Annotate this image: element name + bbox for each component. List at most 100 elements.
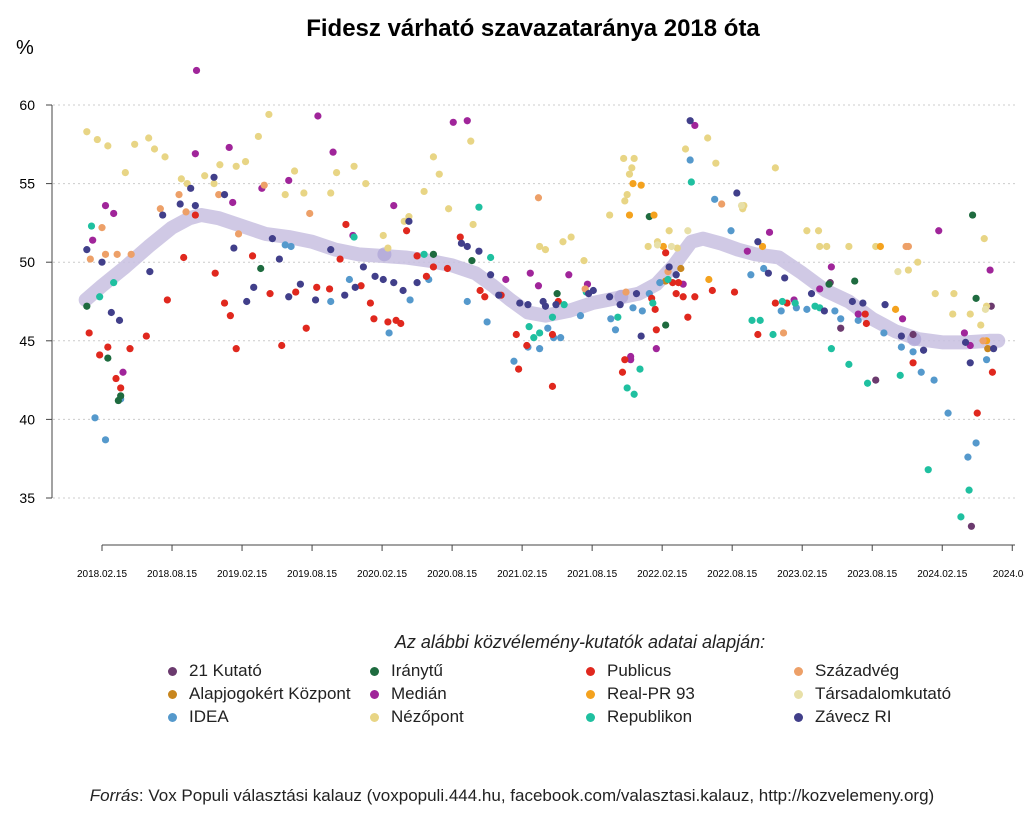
point-nezopont <box>241 157 250 166</box>
point-republikon <box>791 299 799 307</box>
x-tick-label: 2023.08.15 <box>847 569 897 580</box>
point-zavecz-ri <box>516 299 524 307</box>
point-median <box>935 227 943 235</box>
point-szazadveg <box>622 288 630 296</box>
point-zavecz-ri <box>351 283 359 291</box>
point-tarsadalomkutato <box>684 227 692 235</box>
point-republikon <box>548 313 557 321</box>
point-median <box>329 148 337 156</box>
point-republikon <box>769 330 777 339</box>
x-tick-label: 2022.08.15 <box>707 569 757 580</box>
point-idea <box>611 326 620 334</box>
point-iranytu <box>257 264 265 273</box>
point-zavecz-ri <box>210 173 218 181</box>
legend-item: Nézőpont <box>370 706 464 728</box>
legend-marker-icon <box>586 712 595 722</box>
y-tick-label: 40 <box>19 411 35 427</box>
point-nezopont <box>444 205 453 213</box>
point-republikon <box>687 178 695 186</box>
point-zavecz-ri <box>176 200 184 208</box>
point-nezopont <box>712 159 720 167</box>
point-zavecz-ri <box>589 286 597 295</box>
point-republikon <box>110 279 118 287</box>
point-idea <box>483 318 491 326</box>
legend-label: Republikon <box>607 707 693 726</box>
point-publicus <box>651 305 659 313</box>
point-szazadveg <box>234 230 243 238</box>
point-republikon <box>560 301 568 309</box>
point-szazadveg <box>534 194 543 202</box>
point-median <box>119 368 127 376</box>
point-idea <box>91 414 99 422</box>
point-zavecz-ri <box>672 271 680 279</box>
point-zavecz-ri <box>616 301 624 309</box>
point-median <box>534 282 543 290</box>
point-zavecz-ri <box>781 274 789 282</box>
point-szazadveg <box>127 250 135 258</box>
point-republikon <box>924 466 932 474</box>
point-zavecz-ri <box>552 301 560 309</box>
point-idea <box>287 242 295 251</box>
point-republikon <box>827 345 835 353</box>
source-text: : Vox Populi választási kalauz (voxpopul… <box>138 786 935 805</box>
point-publicus <box>248 252 257 260</box>
legend: 21 Kutató Alapjogokért Központ IDEA Iránytű… <box>168 660 951 730</box>
point-nezopont <box>131 140 139 148</box>
legend-item: Republikon <box>586 706 692 728</box>
point-republikon <box>630 390 638 398</box>
point-nezopont <box>949 310 957 318</box>
point-publicus <box>548 330 557 339</box>
point-szazadveg <box>260 181 268 189</box>
point-alapjogokert-kozpont <box>677 264 685 273</box>
point-publicus <box>476 286 484 295</box>
point-iranytu <box>968 211 977 219</box>
point-republikon <box>748 316 756 324</box>
point-idea <box>777 307 785 315</box>
point-nezopont <box>350 162 358 170</box>
point-zavecz-ri <box>191 202 199 210</box>
point-publicus <box>771 299 779 307</box>
point-median <box>192 66 201 75</box>
point-szazadveg <box>306 209 314 218</box>
point-nezopont <box>281 191 289 199</box>
point-nezopont <box>559 238 567 246</box>
point-median <box>827 263 835 271</box>
x-tick-label: 2023.02.15 <box>777 569 827 580</box>
point-publicus <box>684 313 692 321</box>
point-idea <box>711 195 719 203</box>
legend-marker-icon <box>794 689 803 699</box>
point-zavecz-ri <box>686 117 694 125</box>
point-zavecz-ri <box>146 268 154 276</box>
point-nezopont <box>673 244 681 252</box>
point-zavecz-ri <box>989 345 998 353</box>
legend-label: Alapjogokért Központ <box>189 684 351 703</box>
point-nezopont <box>435 170 443 178</box>
point-nezopont <box>644 242 652 251</box>
point-publicus <box>973 409 981 417</box>
point-zavecz-ri <box>820 307 828 315</box>
point-publicus <box>730 288 739 296</box>
point-publicus <box>370 315 378 323</box>
point-republikon <box>649 299 657 307</box>
point-republikon <box>525 323 533 331</box>
point-idea <box>281 241 289 249</box>
legend-title: Az alábbi közvélemény-kutatók adatai ala… <box>394 632 766 652</box>
point-publicus <box>232 345 240 353</box>
point-zavecz-ri <box>390 279 398 287</box>
point-nezopont <box>665 227 673 235</box>
point-median <box>89 236 97 244</box>
point-median <box>502 275 510 284</box>
point-zavecz-ri <box>159 211 167 219</box>
legend-item: Társadalomkutató <box>794 683 951 705</box>
point-median <box>526 269 534 277</box>
legend-marker-icon <box>370 666 379 676</box>
point-idea <box>544 324 552 332</box>
point-real-pr-93 <box>637 181 645 189</box>
point-idea <box>917 368 925 376</box>
point-nezopont <box>469 220 477 229</box>
legend-label: Nézőpont <box>391 707 464 726</box>
point-idea <box>406 296 414 304</box>
point-publicus <box>220 299 229 307</box>
point-publicus <box>384 318 392 326</box>
point-median <box>743 247 751 255</box>
